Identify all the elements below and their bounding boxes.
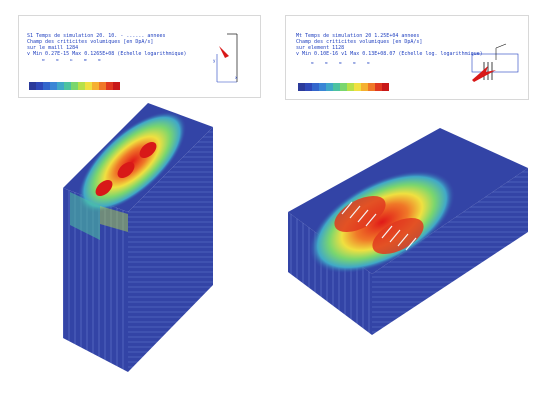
color-scale-swatch bbox=[50, 82, 57, 90]
legend-left-line2: Champ des criticites volumiques [en DpA/… bbox=[27, 39, 154, 45]
color-scale-swatch bbox=[305, 83, 312, 91]
legend-tick-label: 0 bbox=[366, 62, 370, 65]
color-scale-swatch bbox=[78, 82, 85, 90]
color-scale-swatch bbox=[36, 82, 43, 90]
legend-right-line3: sur element 1128 bbox=[296, 45, 345, 51]
color-scale-swatch bbox=[92, 82, 99, 90]
legend-tick-label: A bbox=[69, 59, 73, 62]
legend-left-ticks: D 0 A B 0 bbox=[31, 59, 101, 61]
color-scale-swatch bbox=[43, 82, 50, 90]
orientation-axes-left: y x bbox=[213, 33, 238, 83]
color-scale-swatch bbox=[326, 83, 333, 91]
color-scale-swatch bbox=[71, 82, 78, 90]
color-scale-swatch bbox=[85, 82, 92, 90]
color-scale-swatch bbox=[347, 83, 354, 91]
color-scale-swatch bbox=[340, 83, 347, 91]
color-scale-swatch bbox=[319, 83, 326, 91]
color-scale-swatch bbox=[375, 83, 382, 91]
legend-tick-label: B bbox=[83, 59, 87, 62]
legend-tick-label: 0 bbox=[97, 59, 101, 62]
color-scale-swatch bbox=[29, 82, 36, 90]
svg-text:y: y bbox=[213, 58, 216, 63]
color-scale-swatch bbox=[106, 82, 113, 90]
legend-tick-label: 0 bbox=[55, 59, 59, 62]
color-scale-swatch bbox=[64, 82, 71, 90]
legend-tick-label: D bbox=[41, 59, 45, 62]
color-scale-swatch bbox=[361, 83, 368, 91]
color-scale-swatch bbox=[382, 83, 389, 91]
orientation-axes-right bbox=[471, 43, 519, 82]
legend-right-line2: Champ des criticites volumiques [en DpA/… bbox=[296, 39, 423, 45]
legend-right-ticks: 0 0 0 0 0 bbox=[300, 62, 370, 64]
color-scale-right bbox=[298, 83, 389, 91]
color-scale-swatch bbox=[312, 83, 319, 91]
waste-cells-right bbox=[341, 201, 417, 251]
block-left bbox=[63, 103, 213, 372]
legend-right-line4: v Min 0.10E-16 v1 Max 0.13E+08.07 (Echel… bbox=[296, 51, 483, 57]
color-scale-left bbox=[29, 82, 120, 90]
color-scale-swatch bbox=[368, 83, 375, 91]
legend-panel-left: S1 Temps de simulation 20. 10. - ...... … bbox=[18, 15, 261, 98]
legend-tick-label: 0 bbox=[310, 62, 314, 65]
color-scale-swatch bbox=[99, 82, 106, 90]
color-scale-swatch bbox=[57, 82, 64, 90]
color-scale-swatch bbox=[333, 83, 340, 91]
color-scale-swatch bbox=[354, 83, 361, 91]
legend-tick-label: 0 bbox=[324, 62, 328, 65]
legend-left-line3: sur le maill 1284 bbox=[27, 45, 79, 51]
legend-left-line1: S1 Temps de simulation 20. 10. - ...... … bbox=[27, 33, 166, 39]
legend-right-line1: Mt Temps de simulation 20 1.25E+04 annee… bbox=[296, 33, 420, 39]
legend-tick-label: 0 bbox=[338, 62, 342, 65]
color-scale-swatch bbox=[113, 82, 120, 90]
svg-text:x: x bbox=[235, 75, 238, 80]
legend-panel-right: Mt Temps de simulation 20 1.25E+04 annee… bbox=[285, 15, 529, 100]
legend-left-line4: v Min 0.27E-15 Max 0.1265E+08 (Echelle l… bbox=[27, 51, 187, 57]
color-scale-swatch bbox=[298, 83, 305, 91]
block-right bbox=[288, 128, 528, 335]
legend-tick-label: 0 bbox=[352, 62, 356, 65]
